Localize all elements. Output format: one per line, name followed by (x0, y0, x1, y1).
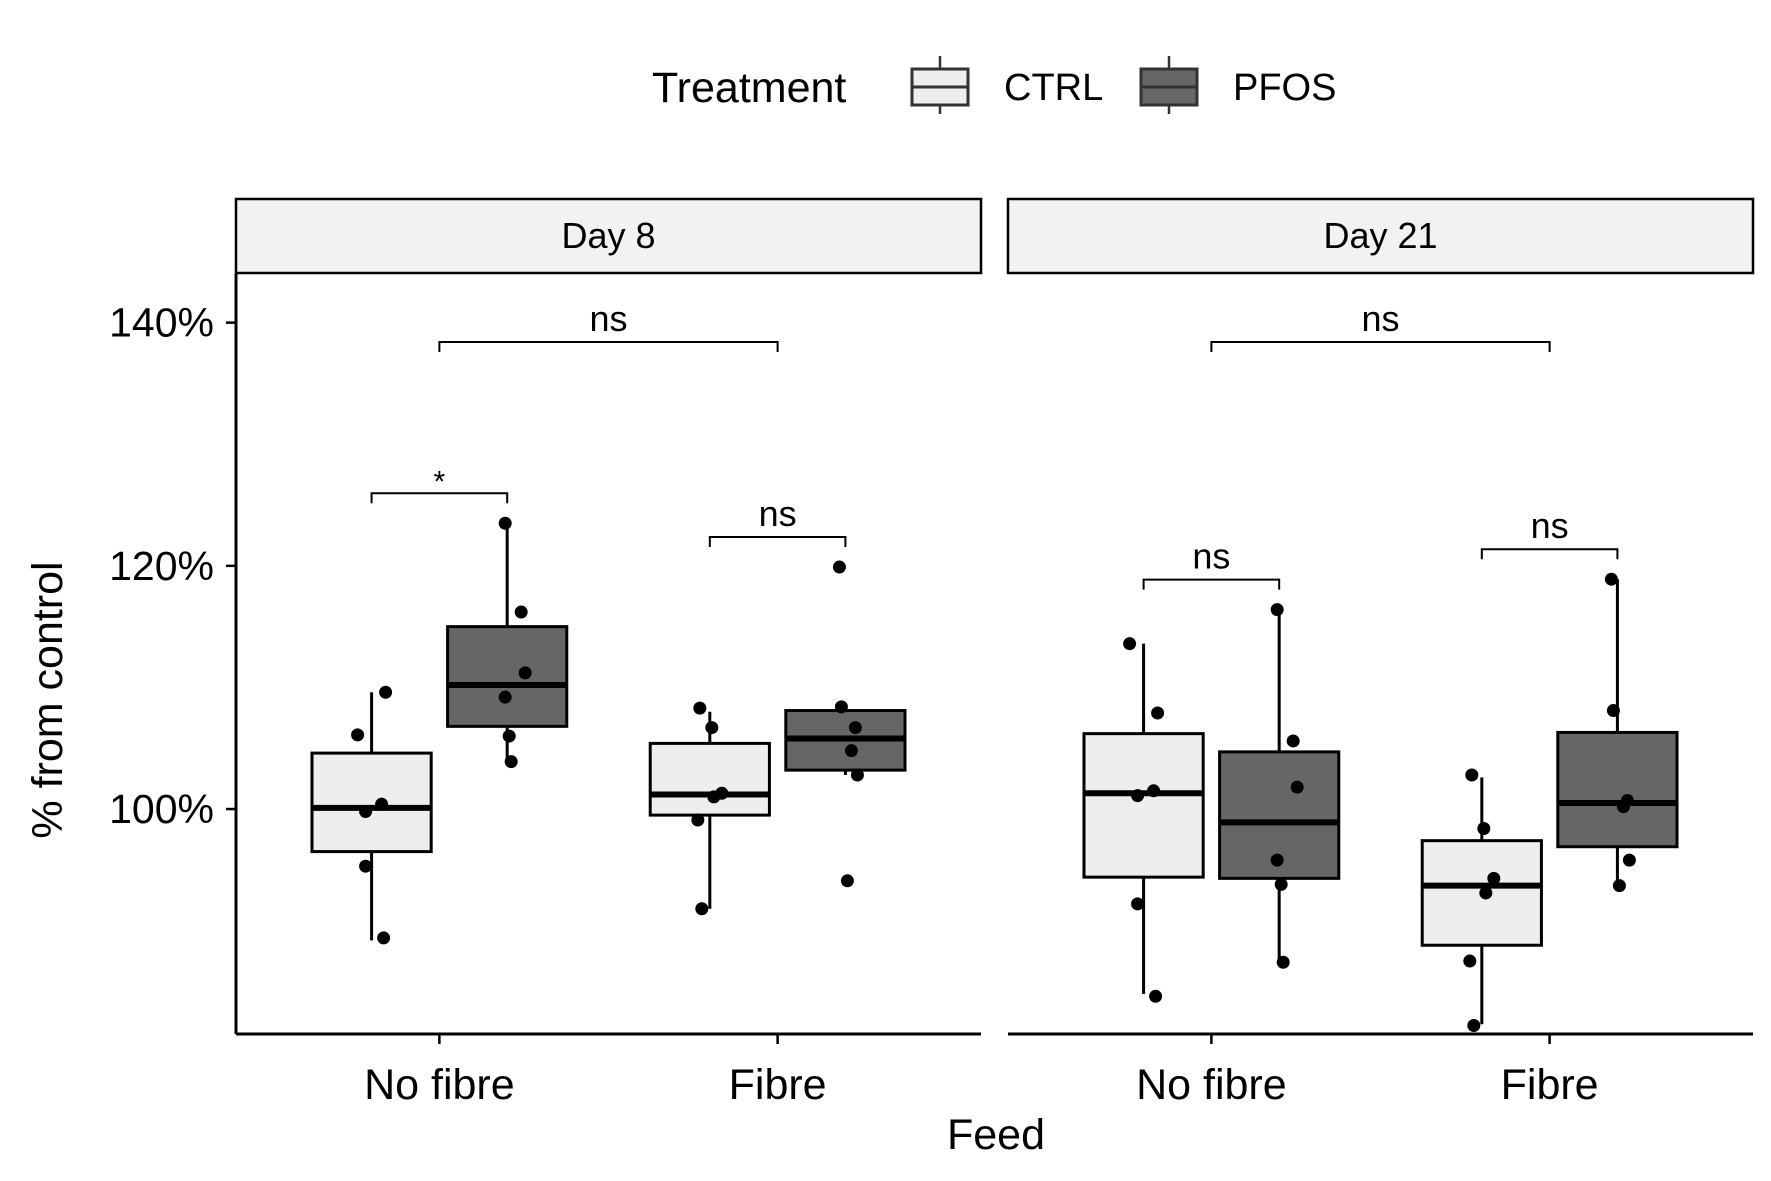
significance-label: ns (759, 493, 797, 534)
data-point (1479, 886, 1493, 900)
significance-label: ns (1192, 536, 1230, 577)
x-tick-label: No fibre (1136, 1061, 1287, 1109)
x-tick-label: Fibre (729, 1061, 827, 1109)
data-point (1147, 784, 1161, 798)
data-point (351, 728, 365, 742)
facet-label: Day 8 (561, 215, 655, 256)
x-axis-label: Feed (947, 1111, 1045, 1159)
data-point (359, 804, 373, 818)
data-point (504, 755, 518, 769)
x-tick-label: Fibre (1501, 1061, 1599, 1109)
box-ctrl (310, 751, 433, 854)
data-point (1123, 637, 1137, 651)
data-point (1131, 897, 1145, 911)
data-point (1151, 706, 1165, 720)
data-point (1467, 1018, 1481, 1032)
significance-bracket (438, 341, 779, 352)
data-point (518, 666, 532, 680)
box-ctrl (1082, 732, 1205, 879)
data-point (1604, 572, 1618, 586)
data-point (848, 721, 862, 735)
data-point (1487, 871, 1501, 885)
panel-day-8: Day 8 100% 120% 140% No fibre Fibre * ns ns (109, 197, 983, 1109)
data-point (1465, 768, 1479, 782)
data-point (693, 701, 707, 715)
y-axis-label: % from control (24, 561, 72, 838)
data-point (1276, 955, 1290, 969)
data-point (705, 721, 719, 735)
facet-strip (234, 197, 983, 275)
data-point (498, 516, 512, 530)
significance-label: * (434, 465, 446, 498)
significance-label: ns (1361, 298, 1399, 339)
y-tick-label: 140% (109, 300, 214, 346)
data-point (695, 902, 709, 916)
legend-title: Treatment (652, 64, 846, 112)
y-tick-label: 120% (109, 543, 214, 589)
box-ctrl (648, 741, 771, 817)
data-point (1616, 800, 1630, 814)
data-point (377, 931, 391, 945)
facet-strip (1006, 197, 1755, 275)
data-point (1606, 704, 1620, 718)
data-point (1477, 821, 1491, 835)
data-point (1149, 989, 1163, 1003)
data-point (832, 560, 846, 574)
significance-bracket (370, 492, 509, 504)
significance-label: ns (1531, 505, 1569, 546)
data-point (359, 859, 373, 873)
data-point (850, 768, 864, 782)
data-point (1270, 853, 1284, 867)
data-point (840, 874, 854, 888)
significance-bracket (1480, 548, 1619, 560)
significance-bracket (708, 536, 847, 548)
panel-day-21: Day 21 No fibre Fibre ns ns ns (1006, 197, 1755, 1109)
legend-label-pfos: PFOS (1233, 67, 1336, 109)
data-point (1622, 853, 1636, 867)
data-point (834, 700, 848, 714)
data-point (707, 790, 721, 804)
data-point (375, 797, 389, 811)
data-point (1463, 954, 1477, 968)
significance-label: ns (589, 298, 627, 339)
facet-label: Day 21 (1323, 215, 1437, 256)
significance-bracket (1142, 578, 1281, 590)
data-point (498, 690, 512, 704)
box-pfos (446, 625, 569, 728)
x-tick-label: No fibre (364, 1061, 515, 1109)
data-point (1286, 734, 1300, 748)
data-point (1290, 780, 1304, 794)
y-tick-label: 100% (109, 786, 214, 832)
legend-label-ctrl: CTRL (1004, 67, 1103, 109)
data-point (691, 813, 705, 827)
data-point (1274, 877, 1288, 891)
data-point (514, 605, 528, 619)
data-point (844, 744, 858, 758)
legend: Treatment CTRL PFOS (652, 56, 1336, 114)
data-point (1612, 879, 1626, 893)
data-point (1131, 789, 1145, 803)
data-point (502, 729, 516, 743)
data-point (379, 685, 393, 699)
data-point (1270, 603, 1284, 617)
box-pfos (1556, 730, 1679, 849)
significance-bracket (1210, 341, 1551, 352)
